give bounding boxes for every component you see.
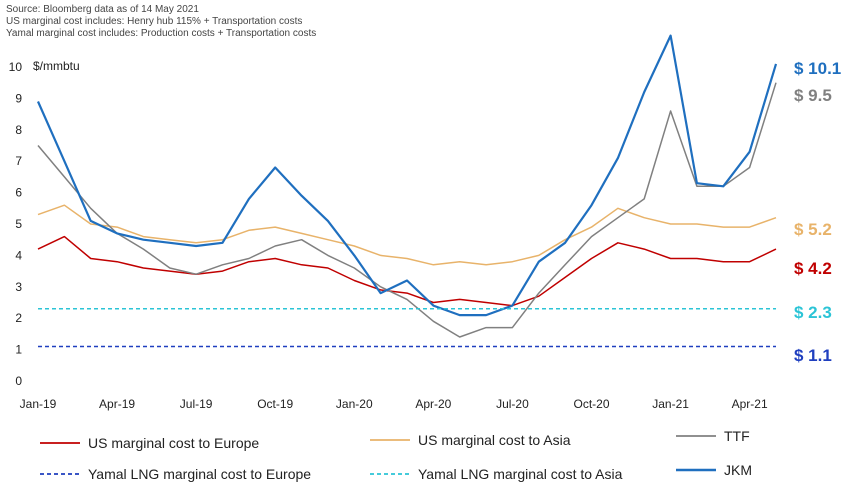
y-tick-label: 0 <box>15 374 22 388</box>
series-line-ttf <box>37 82 777 338</box>
y-tick-label: 7 <box>15 154 22 168</box>
series-line-jkm <box>36 34 778 317</box>
x-tick-label: Oct-20 <box>573 397 609 411</box>
x-tick-label: Jan-20 <box>336 397 373 411</box>
legend-label-ttf: TTF <box>724 428 750 444</box>
x-tick-label: Jul-19 <box>180 397 213 411</box>
x-tick-label: Oct-19 <box>257 397 293 411</box>
end-label-us-asia: $ 5.2 <box>794 220 832 239</box>
source-note-1: Source: Bloomberg data as of 14 May 2021 <box>6 4 199 15</box>
legend-label-us-europe: US marginal cost to Europe <box>88 435 259 451</box>
source-notes: Source: Bloomberg data as of 14 May 2021… <box>6 4 316 40</box>
legend-label-yamal-europe: Yamal LNG marginal cost to Europe <box>88 466 311 482</box>
y-tick-label: 9 <box>15 91 22 105</box>
y-axis-unit-label: $/mmbtu <box>33 59 80 73</box>
x-tick-label: Apr-19 <box>99 397 135 411</box>
legend-label-us-asia: US marginal cost to Asia <box>418 432 571 448</box>
y-tick-label: 1 <box>15 343 22 357</box>
x-tick-label: Apr-20 <box>415 397 451 411</box>
y-tick-label: 3 <box>15 280 22 294</box>
end-label-jkm: $ 10.1 <box>794 59 841 78</box>
x-tick-label: Jul-20 <box>496 397 529 411</box>
y-tick-label: 10 <box>9 60 23 74</box>
y-tick-label: 8 <box>15 123 22 137</box>
end-label-us-europe: $ 4.2 <box>794 259 832 278</box>
legend-label-jkm: JKM <box>724 462 752 478</box>
y-axis-ticks: 0 1 2 3 4 5 6 7 8 9 10 <box>9 60 23 388</box>
legend-label-yamal-asia: Yamal LNG marginal cost to Asia <box>418 466 623 482</box>
x-tick-label: Jan-21 <box>652 397 689 411</box>
series-lines <box>36 34 778 348</box>
legend: US marginal cost to Europe US marginal co… <box>40 428 752 482</box>
x-axis-ticks: Jan-19 Apr-19 Jul-19 Oct-19 Jan-20 Apr-20 Jul-… <box>20 397 768 411</box>
source-note-2: US marginal cost includes: Henry hub 115… <box>6 16 303 27</box>
y-tick-label: 6 <box>15 186 22 200</box>
series-line-us-europe <box>37 235 777 307</box>
end-label-ttf: $ 9.5 <box>794 86 832 105</box>
x-tick-label: Jan-19 <box>20 397 57 411</box>
series-line-us-asia <box>37 204 777 266</box>
y-tick-label: 2 <box>15 311 22 325</box>
end-label-yamal-europe: $ 1.1 <box>794 346 832 365</box>
end-label-yamal-asia: $ 2.3 <box>794 303 832 322</box>
source-note-3: Yamal marginal cost includes: Production… <box>6 28 317 39</box>
x-tick-label: Apr-21 <box>732 397 768 411</box>
y-tick-label: 4 <box>15 248 22 262</box>
end-labels: $ 4.2 $ 5.2 $ 9.5 $ 10.1 $ 1.1 $ 2.3 <box>794 59 841 365</box>
y-tick-label: 5 <box>15 217 22 231</box>
